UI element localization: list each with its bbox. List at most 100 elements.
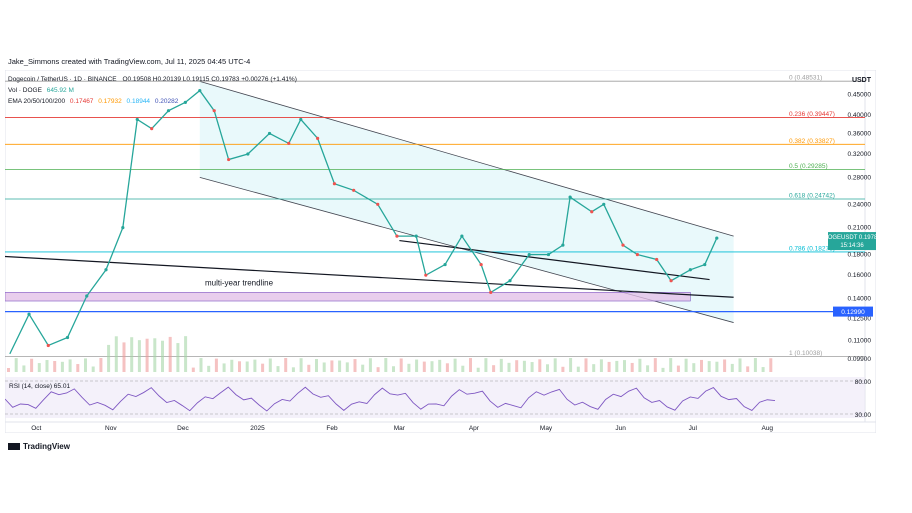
volume-bar xyxy=(707,361,711,372)
volume-bar xyxy=(476,367,480,372)
fib-level-label: 0.5 (0.29285) xyxy=(789,163,828,170)
volume-bar xyxy=(746,366,750,372)
volume-bar xyxy=(623,360,626,372)
volume-bar xyxy=(68,359,72,372)
x-axis-label: Dec xyxy=(177,425,189,432)
rsi-axis-label: 30.00 xyxy=(855,412,872,419)
x-axis-label: Oct xyxy=(31,425,41,432)
price-point xyxy=(227,157,231,162)
price-point xyxy=(715,236,719,240)
volume-bar xyxy=(245,361,249,372)
currency-label: USDT xyxy=(852,77,872,84)
volume-bar xyxy=(107,344,111,372)
volume-bar xyxy=(130,337,134,372)
volume-bar xyxy=(145,338,149,372)
price-chart[interactable]: 0 (0.48531) 0.236 (0.39447) 0.382 (0.33827… xyxy=(4,69,881,434)
chart-caption: Jake_Simmons created with TradingView.co… xyxy=(8,57,251,66)
volume-bar xyxy=(253,359,257,372)
support-badge xyxy=(833,306,873,317)
fib-level-label: 0.786 (0.18276) xyxy=(789,245,835,252)
fib-level-label: 0 (0.48531) xyxy=(789,75,822,82)
volume-bar xyxy=(153,338,157,372)
volume-bar xyxy=(307,364,311,372)
volume-bar xyxy=(515,360,519,372)
volume-legend: Vol · DOGE 645.92 M xyxy=(8,87,74,94)
price-point xyxy=(246,152,250,156)
volume-bar xyxy=(730,363,734,372)
volume-bar xyxy=(184,336,188,372)
price-point xyxy=(316,136,320,140)
price-point xyxy=(424,273,428,277)
volume-bar xyxy=(769,358,773,372)
volume-bar xyxy=(761,367,765,372)
volume-bar xyxy=(299,358,303,372)
volume-bar xyxy=(415,359,419,372)
multi-year-trendline xyxy=(4,255,734,298)
volume-bar xyxy=(392,366,395,372)
volume-bar xyxy=(191,367,195,372)
volume-bar xyxy=(584,358,588,372)
price-point xyxy=(150,127,154,131)
price-point xyxy=(527,252,531,257)
volume-bar xyxy=(222,363,226,372)
volume-bar xyxy=(715,361,719,372)
price-point xyxy=(395,234,399,238)
volume-bar xyxy=(207,365,211,372)
volume-label[interactable]: Vol · DOGE xyxy=(8,87,42,94)
x-axis-label: Aug xyxy=(761,425,773,432)
fib-level-label: 0.236 (0.39447) xyxy=(789,111,835,118)
price-point xyxy=(376,202,380,206)
volume-bar xyxy=(353,359,357,372)
volume-bar xyxy=(338,360,342,372)
volume-bar xyxy=(168,336,172,372)
price-point xyxy=(621,243,625,247)
ema-20-value: 0.17467 xyxy=(69,98,94,105)
volume-bar xyxy=(330,360,334,372)
volume-bar xyxy=(176,343,180,372)
volume-bar xyxy=(630,362,634,372)
price-point xyxy=(46,343,50,348)
volume-bar xyxy=(384,358,388,372)
volume-bar xyxy=(676,365,680,372)
price-point xyxy=(332,182,337,186)
price-badge-countdown: 15:14:36 xyxy=(840,243,864,249)
volume-bar xyxy=(538,359,542,372)
volume-bar xyxy=(561,366,565,372)
volume-bar xyxy=(291,367,295,372)
volume-bar xyxy=(91,366,95,372)
volume-bar xyxy=(692,363,696,372)
price-point xyxy=(590,210,594,214)
x-axis-label: Nov xyxy=(105,425,117,432)
support-badge-value: 0.12990 xyxy=(841,309,865,316)
volume-bar xyxy=(445,363,449,372)
volume-bar xyxy=(161,340,164,372)
volume-bar xyxy=(576,366,580,372)
y-axis-label: 0.18000 xyxy=(848,252,872,259)
price-point xyxy=(27,312,31,316)
price-point xyxy=(287,141,291,146)
volume-bar xyxy=(76,364,80,372)
price-badge-value: DOGEUSDT 0.19783 xyxy=(823,235,876,241)
volume-bar xyxy=(615,360,619,372)
x-axis-label: Feb xyxy=(326,425,338,432)
symbol-title[interactable]: Dogecoin / TetherUS · 1D · BINANCE xyxy=(8,76,117,83)
fib-level-label: 1 (0.10038) xyxy=(789,350,822,357)
symbol-legend: Dogecoin / TetherUS · 1D · BINANCE O0.19… xyxy=(8,76,297,83)
chart-frame: 0 (0.48531) 0.236 (0.39447) 0.382 (0.33827… xyxy=(4,69,881,434)
volume-bar xyxy=(638,358,642,372)
channel-upper-line xyxy=(199,80,734,237)
fib-level-label: 0.618 (0.24742) xyxy=(789,192,835,199)
ema-200-value: 0.20282 xyxy=(154,98,179,105)
volume-bar xyxy=(84,358,87,372)
volume-bar xyxy=(376,367,380,372)
ema-label[interactable]: EMA 20/50/100/200 xyxy=(8,98,66,105)
volume-bar xyxy=(422,361,426,372)
volume-bar xyxy=(438,359,442,372)
volume-bar xyxy=(322,362,326,372)
volume-bar xyxy=(368,358,372,372)
volume-bar xyxy=(284,358,288,372)
price-point xyxy=(352,188,356,192)
volume-bar xyxy=(345,362,349,372)
volume-bar xyxy=(453,358,457,372)
volume-bar xyxy=(738,358,742,372)
